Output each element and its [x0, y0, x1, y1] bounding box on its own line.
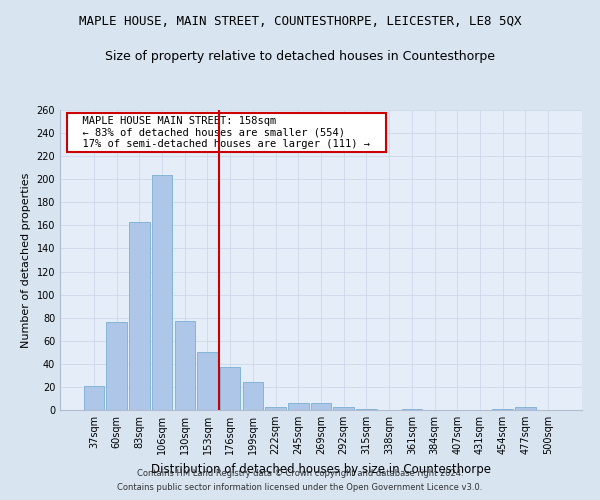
Text: Size of property relative to detached houses in Countesthorpe: Size of property relative to detached ho… — [105, 50, 495, 63]
Bar — [129, 222, 149, 410]
Bar — [311, 403, 331, 410]
Bar — [334, 406, 354, 410]
Bar — [515, 406, 536, 410]
Text: Contains HM Land Registry data © Crown copyright and database right 2024.: Contains HM Land Registry data © Crown c… — [137, 468, 463, 477]
Text: Contains public sector information licensed under the Open Government Licence v3: Contains public sector information licen… — [118, 484, 482, 492]
Bar — [242, 382, 263, 410]
Bar — [265, 406, 286, 410]
Bar — [106, 322, 127, 410]
Text: MAPLE HOUSE MAIN STREET: 158sqm  
  ← 83% of detached houses are smaller (554)  : MAPLE HOUSE MAIN STREET: 158sqm ← 83% of… — [70, 116, 383, 149]
Bar — [84, 386, 104, 410]
Bar — [401, 409, 422, 410]
Text: MAPLE HOUSE, MAIN STREET, COUNTESTHORPE, LEICESTER, LE8 5QX: MAPLE HOUSE, MAIN STREET, COUNTESTHORPE,… — [79, 15, 521, 28]
Bar — [175, 321, 195, 410]
Bar — [197, 352, 218, 410]
Bar — [152, 174, 172, 410]
Y-axis label: Number of detached properties: Number of detached properties — [21, 172, 31, 348]
Bar — [493, 409, 513, 410]
Bar — [288, 403, 308, 410]
Bar — [356, 409, 377, 410]
Bar — [220, 368, 241, 410]
X-axis label: Distribution of detached houses by size in Countesthorpe: Distribution of detached houses by size … — [151, 462, 491, 475]
